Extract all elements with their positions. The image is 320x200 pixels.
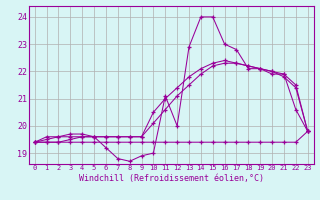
- X-axis label: Windchill (Refroidissement éolien,°C): Windchill (Refroidissement éolien,°C): [79, 174, 264, 183]
